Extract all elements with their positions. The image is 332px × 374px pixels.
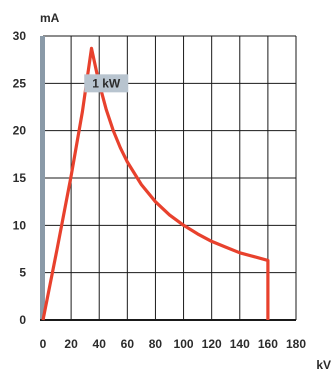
y-tick-label: 5 [19,266,26,280]
x-tick-label: 120 [202,337,222,351]
x-tick-label: 100 [174,337,194,351]
y-axis-bar [40,36,45,320]
x-tick-label: 40 [93,337,107,351]
x-tick-label: 20 [64,337,78,351]
x-tick-label: 140 [230,337,250,351]
y-tick-label: 15 [13,171,27,185]
x-tick-label: 60 [121,337,135,351]
axes [40,36,296,321]
annotation-label: 1 kW [92,76,121,90]
y-tick-label: 25 [13,76,27,90]
annotation: 1 kW [84,74,129,93]
y-tick-label: 30 [13,29,27,43]
x-tick-label: 180 [286,337,306,351]
x-tick-label: 0 [40,337,47,351]
x-axis-label: kV [316,358,331,372]
y-tick-label: 10 [13,218,27,232]
y-tick-label: 20 [13,124,27,138]
y-tick-label: 0 [19,313,26,327]
tick-labels: 0 20 40 60 80 100 120 140 160 180 0 5 10 15 20 25 30 [13,29,307,351]
annotation-background [84,74,129,93]
x-tick-label: 80 [149,337,163,351]
y-axis-label: mA [40,11,60,25]
x-tick-label: 160 [258,337,278,351]
grid [43,35,297,321]
